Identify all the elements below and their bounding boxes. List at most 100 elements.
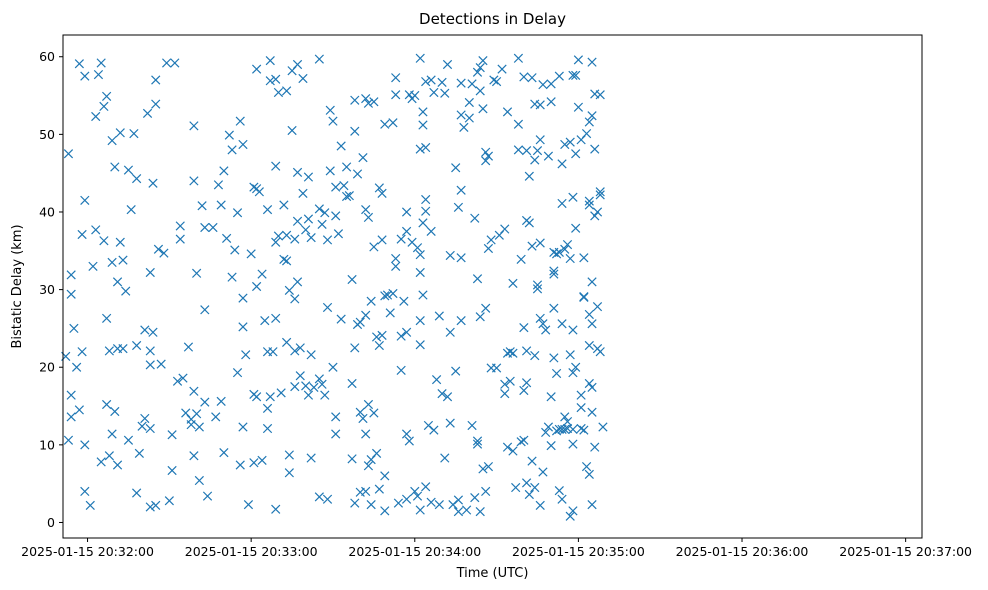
data-point <box>554 486 564 496</box>
data-point <box>521 346 532 356</box>
data-point <box>451 163 461 173</box>
data-point <box>451 366 461 376</box>
data-point <box>216 396 226 407</box>
data-point <box>331 429 341 439</box>
data-point <box>102 313 112 323</box>
data-point <box>481 303 491 313</box>
data-point <box>265 55 275 66</box>
data-point <box>134 448 144 459</box>
data-point <box>276 388 286 398</box>
data-point <box>391 73 401 83</box>
data-point <box>410 90 420 101</box>
data-point <box>532 280 543 290</box>
data-point <box>502 107 513 117</box>
data-point <box>475 62 485 73</box>
data-point <box>519 323 529 333</box>
data-point <box>170 58 180 68</box>
data-point <box>271 504 281 514</box>
data-point <box>361 486 371 497</box>
data-point <box>508 446 518 456</box>
data-point <box>415 505 425 515</box>
data-point <box>145 267 155 278</box>
data-point <box>513 119 524 129</box>
data-point <box>115 237 125 247</box>
data-point <box>281 86 292 96</box>
data-point <box>96 457 106 467</box>
data-point <box>219 447 229 458</box>
y-tick-label: 20 <box>39 360 55 375</box>
data-point <box>584 309 594 320</box>
data-point <box>303 214 314 224</box>
data-point <box>579 425 589 435</box>
data-point <box>513 145 524 155</box>
data-point <box>361 310 371 320</box>
data-point <box>530 482 540 493</box>
data-point <box>391 90 401 100</box>
data-point <box>151 75 161 85</box>
data-point <box>314 54 324 64</box>
data-point <box>445 327 455 337</box>
data-point <box>200 222 210 233</box>
data-point <box>560 424 570 434</box>
data-point <box>104 451 114 461</box>
data-point <box>162 58 172 68</box>
data-point <box>524 218 534 228</box>
data-point <box>145 423 155 434</box>
data-point <box>363 212 374 223</box>
data-point <box>470 213 480 223</box>
data-point <box>99 236 109 246</box>
data-point <box>295 371 305 381</box>
data-point <box>112 277 123 287</box>
data-point <box>99 101 109 112</box>
data-point <box>521 478 532 488</box>
data-point <box>159 248 169 258</box>
data-point <box>562 239 573 250</box>
data-point <box>440 88 450 98</box>
data-point <box>121 286 131 296</box>
data-point <box>112 460 123 470</box>
data-point <box>361 205 371 215</box>
data-point <box>478 104 488 114</box>
data-point <box>355 317 365 327</box>
data-point <box>584 117 594 127</box>
data-point <box>530 350 540 361</box>
data-point <box>115 128 125 138</box>
data-point <box>565 137 575 147</box>
data-point <box>303 172 314 182</box>
data-point <box>541 427 551 438</box>
data-point <box>371 448 382 459</box>
data-point <box>347 274 357 285</box>
data-point <box>415 53 425 63</box>
data-point <box>393 498 404 508</box>
data-point <box>361 94 371 104</box>
data-point <box>524 171 534 181</box>
data-point <box>363 461 374 471</box>
data-point <box>142 108 153 119</box>
data-point <box>301 225 311 235</box>
y-axis: 0 10 20 30 40 50 60 <box>39 49 63 530</box>
data-point <box>175 234 185 244</box>
data-point <box>568 325 578 335</box>
data-point <box>197 201 207 211</box>
data-point <box>271 237 281 247</box>
data-point <box>271 161 281 171</box>
data-point <box>110 406 120 417</box>
data-point <box>93 69 104 80</box>
data-point <box>331 412 341 422</box>
data-point <box>232 368 243 378</box>
data-point <box>489 75 499 85</box>
data-point <box>358 413 368 424</box>
data-point <box>374 484 384 494</box>
data-point <box>418 107 428 117</box>
x-tick-label: 2025-01-15 20:34:00 <box>348 544 481 559</box>
data-point <box>132 173 142 184</box>
data-point <box>344 191 354 201</box>
data-point <box>579 291 589 302</box>
data-point <box>251 64 262 74</box>
data-point <box>194 475 204 486</box>
data-point <box>391 253 401 264</box>
data-point <box>265 392 275 402</box>
data-point <box>560 244 570 254</box>
data-point <box>404 436 414 446</box>
data-point <box>331 182 341 192</box>
